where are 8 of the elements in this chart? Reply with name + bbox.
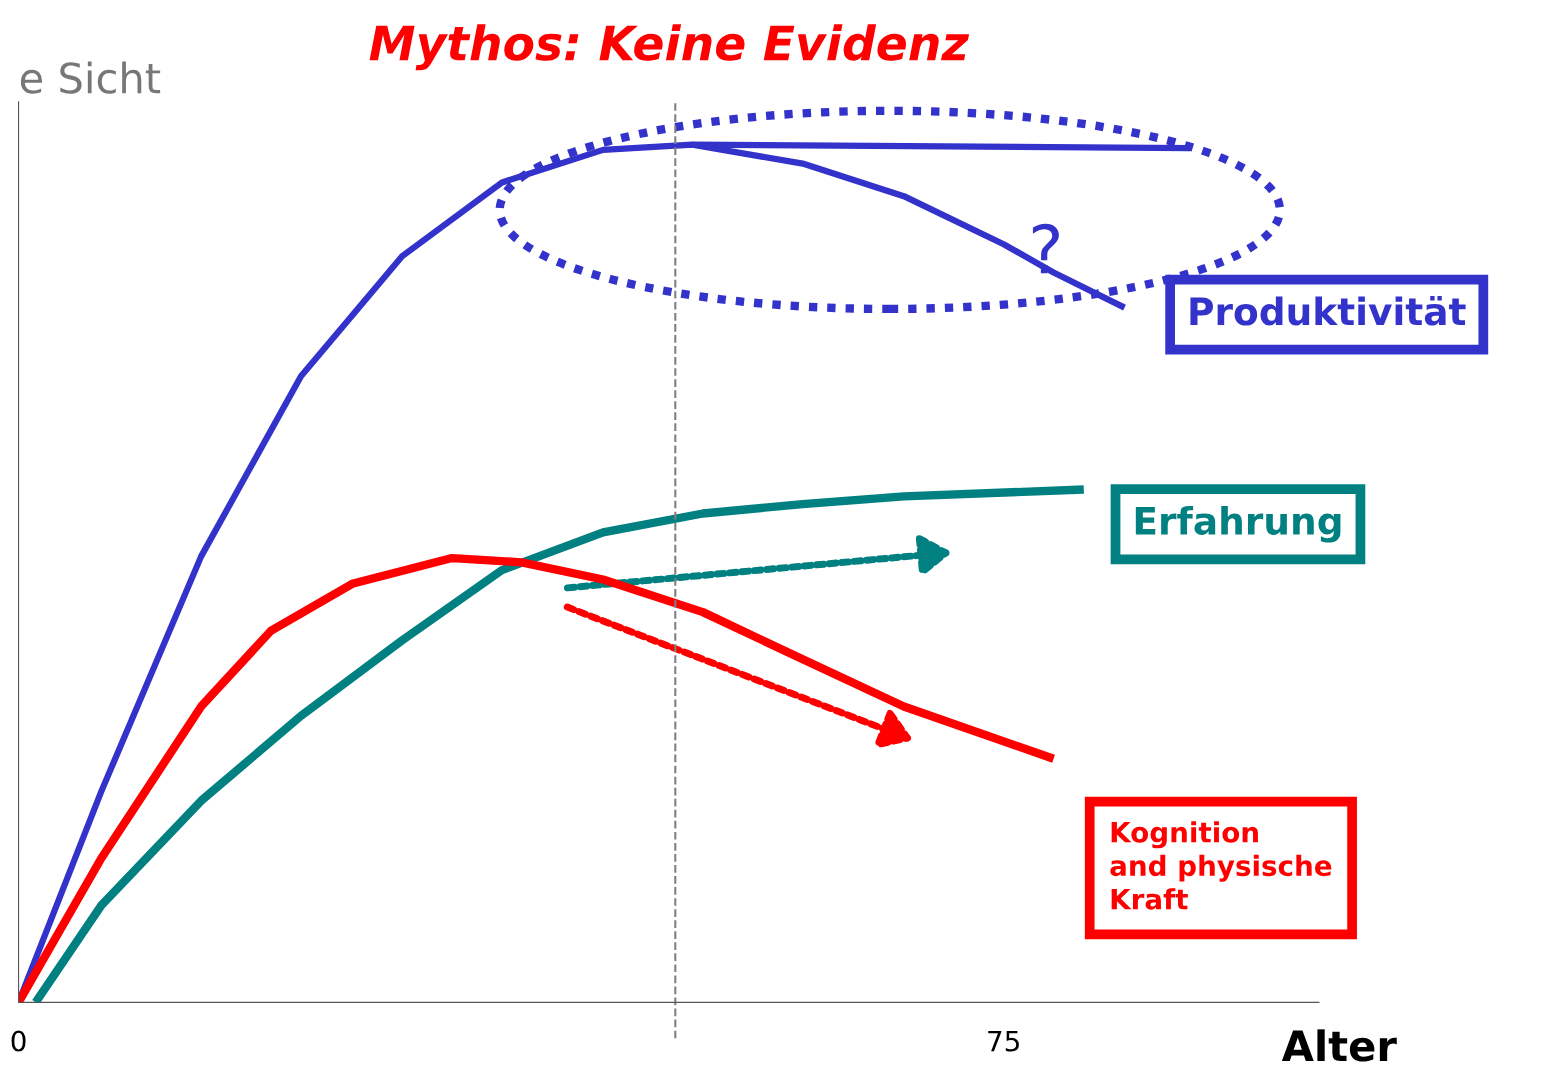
x-tick-label: 75 xyxy=(988,1030,1019,1052)
chart-title: Mythos: Keine Evidenz xyxy=(369,24,970,71)
y-axis-title: e Sicht xyxy=(20,61,161,94)
series-label: Produktivität xyxy=(1190,295,1466,326)
x-axis-title: Alter xyxy=(1281,1029,1397,1062)
text: Kognition and physische Kraft xyxy=(1110,821,1332,910)
x-tick-label: 0 xyxy=(11,1030,26,1052)
series-label: Erfahrung xyxy=(1135,505,1341,543)
